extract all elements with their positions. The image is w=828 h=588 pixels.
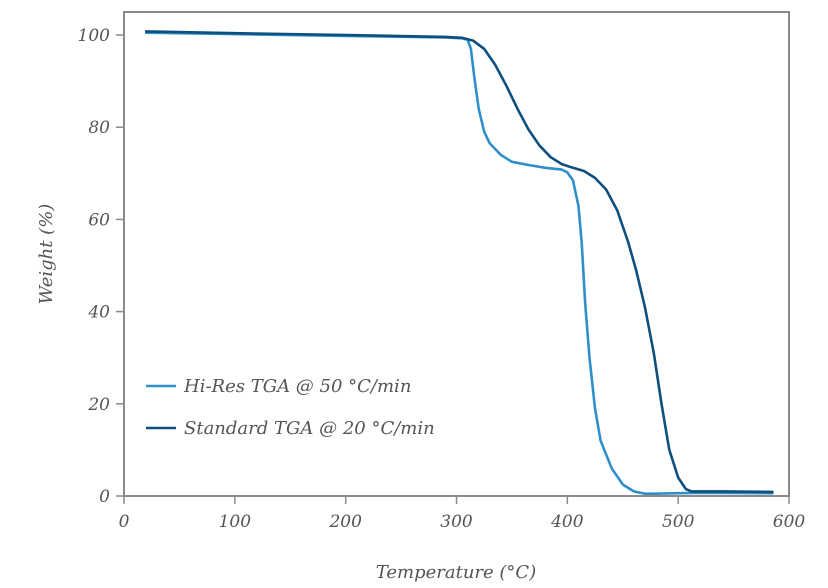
y-tick-label: 100: [78, 26, 111, 46]
y-tick-label: 60: [88, 210, 110, 230]
y-tick-label: 20: [87, 395, 110, 415]
x-tick-label: 100: [219, 512, 252, 532]
y-tick-label: 80: [88, 118, 110, 138]
legend: Hi-Res TGA @ 50 °C/min Standard TGA @ 20…: [146, 376, 435, 439]
x-tick-label: 600: [773, 512, 806, 532]
x-tick-label: 200: [328, 512, 362, 532]
legend-label-standard: Standard TGA @ 20 °C/min: [184, 418, 435, 439]
x-tick-label: 500: [662, 512, 695, 532]
y-axis-title: Weight (%): [36, 204, 57, 305]
series-line-hires: [144, 31, 774, 496]
x-tick-label: 0: [119, 512, 130, 532]
y-tick-label: 0: [99, 487, 110, 507]
y-axis-ticks: 0 20 40 60 80 100: [78, 26, 124, 507]
x-tick-label: 300: [440, 512, 473, 532]
x-axis-title: Temperature (°C): [376, 562, 536, 583]
legend-label-hires: Hi-Res TGA @ 50 °C/min: [183, 376, 411, 397]
x-axis-ticks: 0 100 200 300 400 500 600: [119, 496, 806, 532]
series-group: [144, 30, 774, 496]
x-tick-label: 400: [550, 512, 584, 532]
y-tick-label: 40: [87, 303, 110, 323]
series-line-standard: [144, 30, 774, 494]
